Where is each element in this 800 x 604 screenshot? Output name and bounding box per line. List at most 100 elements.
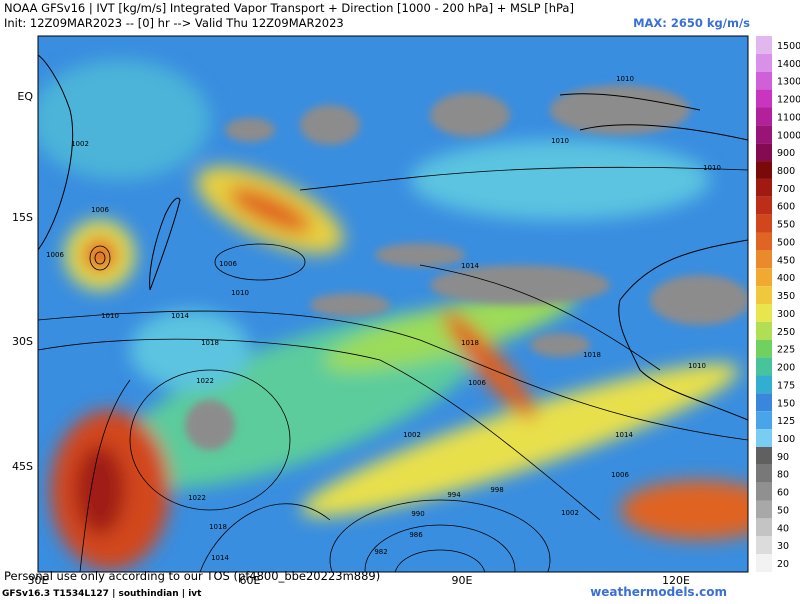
colorbar-swatch <box>756 143 772 162</box>
lat-label: 45S <box>12 460 33 473</box>
isobar-label: 1006 <box>91 206 109 214</box>
colorbar-swatch <box>756 125 772 144</box>
isobar-label: 1022 <box>196 377 214 385</box>
colorbar-swatch <box>756 286 772 304</box>
lon-label: 60E <box>240 574 261 587</box>
colorbar-swatch <box>756 536 772 555</box>
isobar-label: 1006 <box>611 471 629 479</box>
colorbar-label: 800 <box>777 166 795 177</box>
isobar-label: 1002 <box>561 509 579 517</box>
isobar-label: 990 <box>411 510 424 518</box>
colorbar-label: 500 <box>777 237 795 248</box>
init-line: Init: 12Z09MAR2023 -- [0] hr --> Valid T… <box>4 16 344 30</box>
isobar-label: 1002 <box>71 140 89 148</box>
isobar-label: 1010 <box>688 362 706 370</box>
isobar-label: 1010 <box>551 137 569 145</box>
colorbar-label: 50 <box>777 505 789 516</box>
colorbar-swatch <box>756 357 772 376</box>
colorbar-label: 150 <box>777 398 795 409</box>
max-value: MAX: 2650 kg/m/s <box>633 16 750 30</box>
isobar-label: 1010 <box>231 289 249 297</box>
colorbar-label: 125 <box>777 416 795 427</box>
isobars <box>38 166 748 572</box>
colorbar-label: 1000 <box>777 130 800 141</box>
colorbar-label: 1500 <box>777 41 800 52</box>
colorbar-swatch <box>756 107 772 126</box>
colorbar-swatch <box>756 554 772 572</box>
colorbar-swatch <box>756 268 772 287</box>
colorbar-label: 175 <box>777 380 795 391</box>
colorbar-label: 1100 <box>777 112 800 123</box>
isobar-label: 982 <box>374 548 387 556</box>
colorbar-swatch <box>756 161 772 179</box>
colorbar-label: 400 <box>777 273 795 284</box>
colorbar-swatch <box>756 518 772 537</box>
isobar-label: 1018 <box>201 339 219 347</box>
isobar-label: 1006 <box>46 251 64 259</box>
colorbar-swatch <box>756 304 772 322</box>
colorbar-label: 350 <box>777 291 795 302</box>
colorbar-label: 100 <box>777 434 795 445</box>
isobar-label: 1022 <box>188 494 206 502</box>
colorbar-swatch <box>756 53 772 72</box>
colorbar-swatch <box>756 36 772 54</box>
colorbar-label: 250 <box>777 327 795 338</box>
colorbar-label: 1400 <box>777 59 800 70</box>
isobar-label: 1006 <box>219 260 237 268</box>
colorbar-swatch <box>756 482 772 501</box>
colorbar-swatch <box>756 214 772 233</box>
colorbar-label: 1200 <box>777 95 800 106</box>
low-ivt-areas <box>185 85 748 450</box>
isobar-label: 1010 <box>616 75 634 83</box>
site-name: weathermodels.com <box>590 585 727 599</box>
isobar-label: 1014 <box>615 431 633 439</box>
colorbar-swatch <box>756 393 772 412</box>
colorbar-swatch <box>756 464 772 483</box>
lat-label: 15S <box>12 211 33 224</box>
colorbar-swatch <box>756 429 772 447</box>
colorbar-swatch <box>756 321 772 340</box>
lat-label: EQ <box>17 90 33 103</box>
colorbar-label: 20 <box>777 559 789 570</box>
colorbar-label: 30 <box>777 541 789 552</box>
colorbar-swatch <box>756 89 772 108</box>
isobar-label: 1006 <box>468 379 486 387</box>
isobar-label: 1014 <box>211 554 229 562</box>
map-frame <box>37 35 749 573</box>
isobar-label: 1002 <box>403 431 421 439</box>
lon-label: 90E <box>452 574 473 587</box>
isobar-label: 1014 <box>171 312 189 320</box>
colorbar-swatch <box>756 196 772 215</box>
lon-label: 30E <box>28 574 49 587</box>
colorbar-swatch <box>756 500 772 519</box>
isobar-label: 1018 <box>583 351 601 359</box>
colorbar-swatch <box>756 178 772 197</box>
colorbar-label: 450 <box>777 255 795 266</box>
colorbar-swatch <box>756 339 772 358</box>
colorbar-swatch <box>756 71 772 90</box>
lon-label: 120E <box>662 574 690 587</box>
isobar-label: 998 <box>490 486 503 494</box>
colorbar-label: 225 <box>777 345 795 356</box>
tos-note: Personal use only according to our TOS (… <box>4 569 380 583</box>
isobar-label: 1018 <box>461 339 479 347</box>
isobar-label: 986 <box>409 531 423 539</box>
lat-label: 30S <box>12 335 33 348</box>
colorbar-swatch <box>756 375 772 394</box>
title: NOAA GFSv16 | IVT [kg/m/s] Integrated Va… <box>4 1 574 15</box>
colorbar-label: 300 <box>777 309 795 320</box>
colorbar-swatch <box>756 446 772 465</box>
colorbar-label: 90 <box>777 452 789 463</box>
colorbar-label: 60 <box>777 488 789 499</box>
isobar-label: 1010 <box>101 312 119 320</box>
colorbar-label: 80 <box>777 470 789 481</box>
colorbar-label: 550 <box>777 220 795 231</box>
colorbar-label: 600 <box>777 202 795 213</box>
isobar-label: 1018 <box>209 523 227 531</box>
model-info: GFSv16.3 T1534L127 | southindian | ivt <box>2 589 202 599</box>
colorbar-label: 1300 <box>777 77 800 88</box>
coastlines <box>38 54 748 421</box>
isobar-label: 1014 <box>461 262 479 270</box>
colorbar-swatch <box>756 250 772 269</box>
